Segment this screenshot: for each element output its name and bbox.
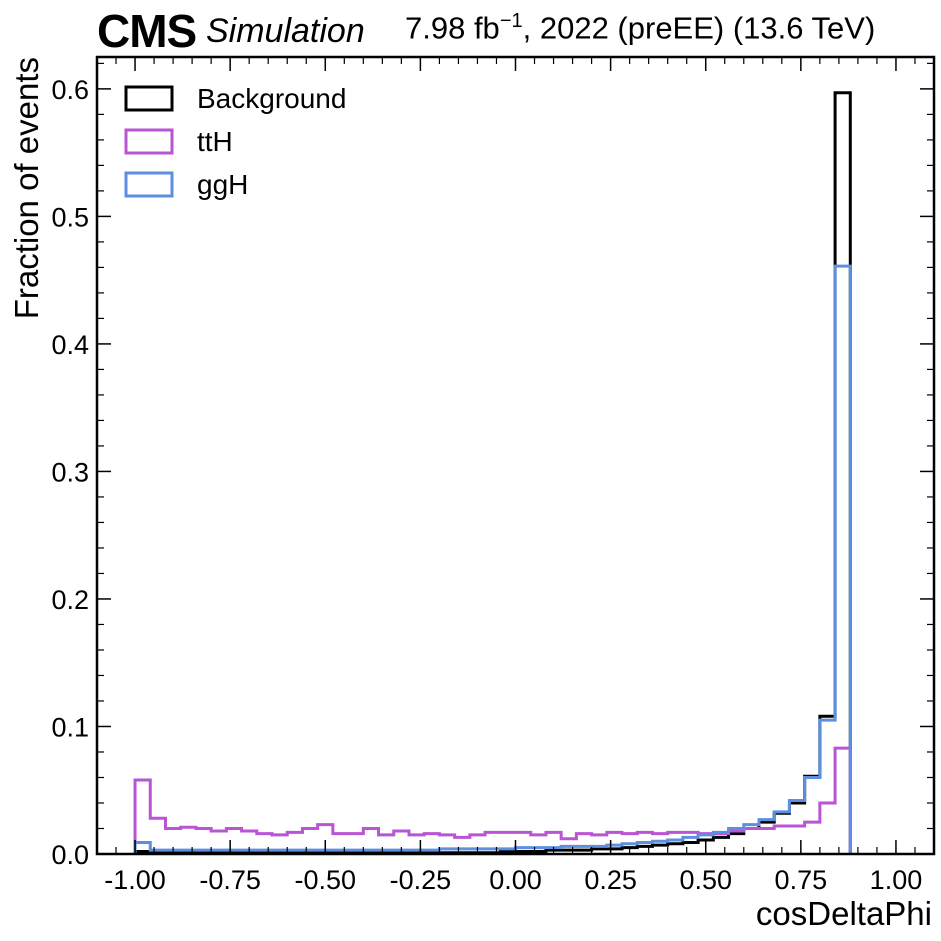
x-tick-label: 1.00 <box>870 865 923 895</box>
y-tick-label: 0.0 <box>51 840 89 870</box>
y-tick-label: 0.1 <box>51 712 89 742</box>
y-tick-label: 0.5 <box>51 202 89 232</box>
y-axis-label: Fraction of events <box>8 57 45 319</box>
series-tth-line <box>133 746 852 854</box>
y-tick-label: 0.3 <box>51 457 89 487</box>
x-tick-label: -0.50 <box>294 865 356 895</box>
plot-frame <box>95 55 936 856</box>
lumi-rest: , 2022 (preEE) (13.6 TeV) <box>522 10 876 46</box>
y-tick-label: 0.2 <box>51 585 89 615</box>
x-tick-label: -0.75 <box>199 865 261 895</box>
lumi-exponent: −1 <box>499 10 523 32</box>
legend: Background ttH ggH <box>124 83 346 200</box>
simulation-label: Simulation <box>206 12 365 50</box>
experiment-label: CMS <box>97 5 197 57</box>
luminosity-label: 7.98 fb−1, 2022 (preEE) (13.6 TeV) <box>405 10 875 46</box>
x-tick-label: 0.25 <box>584 865 637 895</box>
series-background-line <box>133 91 852 855</box>
x-tick-label: 0.50 <box>679 865 732 895</box>
x-axis-label: cosDeltaPhi <box>756 895 932 932</box>
y-tick-label: 0.4 <box>51 330 89 360</box>
x-tick-label: -0.25 <box>390 865 452 895</box>
series-ggh-line <box>133 264 852 854</box>
y-tick-label: 0.6 <box>51 75 89 105</box>
x-tick-label: 0.00 <box>489 865 542 895</box>
x-tick-label: -1.00 <box>104 865 166 895</box>
ticks-layer: -1.00 -0.75 -0.50 -0.25 0.00 0.25 0.50 0.75 1.00… <box>51 57 934 895</box>
legend-swatch-ggh <box>124 171 174 198</box>
legend-swatch-background <box>124 85 174 112</box>
series-layer <box>133 91 852 855</box>
lumi-value: 7.98 fb <box>405 10 500 46</box>
legend-label-tth: ttH <box>197 126 233 157</box>
legend-label-background: Background <box>197 83 346 114</box>
x-tick-label: 0.75 <box>775 865 828 895</box>
legend-label-ggh: ggH <box>197 169 248 200</box>
legend-swatch-tth <box>124 128 174 155</box>
